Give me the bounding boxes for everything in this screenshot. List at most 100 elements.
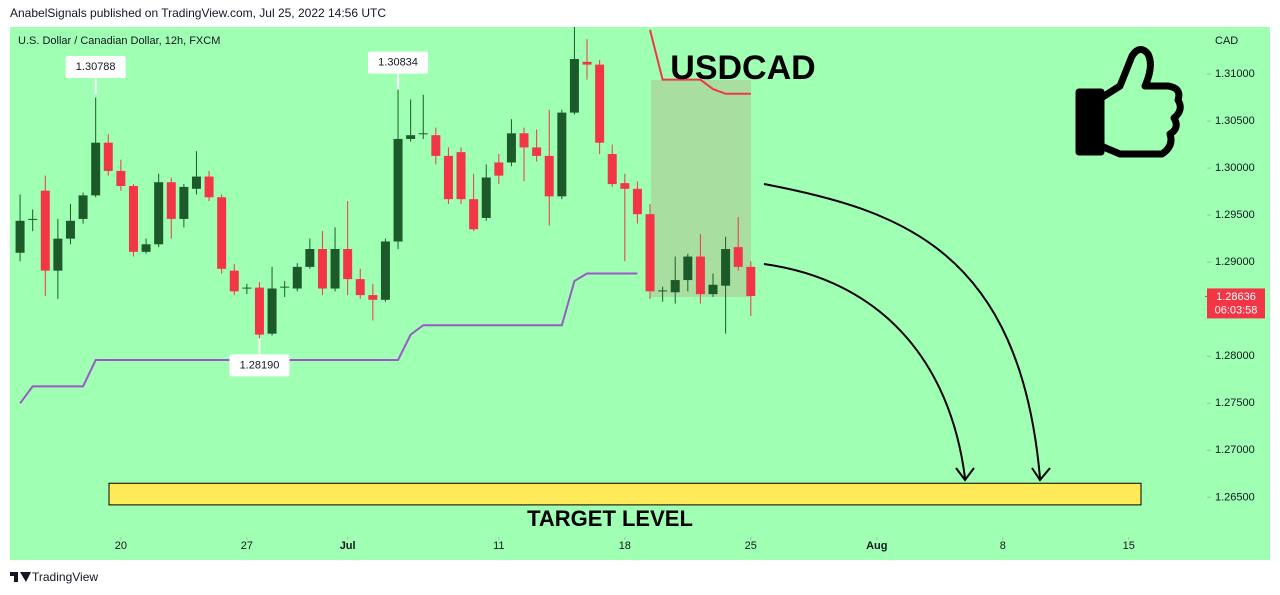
- x-tick-label: 11: [493, 540, 504, 552]
- chart-background: [10, 27, 1270, 560]
- candle-body: [494, 162, 504, 176]
- candle-body: [443, 155, 453, 200]
- y-tick-label: 1.26500: [1215, 491, 1255, 503]
- candle-body: [607, 154, 617, 185]
- candle-body: [254, 287, 264, 335]
- candle-body: [229, 270, 239, 292]
- candle-body: [292, 266, 302, 289]
- thumbs-up-icon: [1075, 46, 1184, 158]
- y-tick-label: 1.27000: [1215, 444, 1255, 456]
- candle-body: [28, 218, 38, 220]
- candle-body: [645, 214, 655, 292]
- candle-body: [317, 249, 327, 289]
- x-tick-label: 15: [1123, 540, 1135, 552]
- candle-body: [632, 188, 642, 215]
- candle-body: [733, 247, 743, 267]
- x-tick-label: 8: [1000, 540, 1006, 552]
- candle-body: [305, 249, 315, 267]
- candle-body: [217, 197, 227, 269]
- candle-body: [242, 287, 252, 289]
- candle-body: [65, 220, 75, 239]
- candle-body: [506, 133, 516, 163]
- candle-body: [393, 138, 403, 242]
- target-label: TARGET LEVEL: [527, 506, 693, 531]
- y-tick-label: 1.31000: [1215, 68, 1255, 80]
- header: AnabelSignals published on TradingView.c…: [10, 6, 386, 20]
- arrow: [763, 263, 966, 479]
- candle-body: [154, 182, 164, 245]
- candle-body: [330, 249, 340, 289]
- candle-body: [91, 142, 101, 196]
- candle-body: [280, 286, 290, 288]
- arrowhead: [1031, 467, 1051, 482]
- x-tick-label: 20: [115, 540, 127, 552]
- candle-body: [40, 190, 50, 271]
- y-tick-label: 1.29000: [1215, 256, 1255, 268]
- tv-logo: [10, 572, 31, 582]
- candle-body: [683, 256, 693, 281]
- candle-body: [128, 185, 138, 252]
- candle-body: [103, 142, 113, 171]
- candle-body: [179, 186, 189, 219]
- candle-body: [456, 152, 466, 200]
- candle-body: [78, 195, 88, 219]
- countdown-label: 06:03:58: [1215, 304, 1258, 316]
- chart-title: U.S. Dollar / Canadian Dollar, 12h, FXCM: [18, 35, 220, 47]
- candle-body: [582, 61, 592, 65]
- candle-body: [481, 177, 491, 218]
- y-tick-label: 1.29500: [1215, 209, 1255, 221]
- last-price-box: [1207, 288, 1265, 319]
- symbol-label: USDCAD: [670, 49, 815, 87]
- candle-body: [595, 64, 605, 143]
- y-tick-label: 1.30500: [1215, 115, 1255, 127]
- candle-body: [204, 176, 214, 198]
- callout-box: [368, 51, 429, 74]
- candle-body: [746, 266, 756, 297]
- y-tick-label: 1.27500: [1215, 397, 1255, 409]
- candle-body: [380, 241, 390, 300]
- x-tick-label: 25: [745, 540, 757, 552]
- supertrend-line: [19, 272, 638, 404]
- candle-body: [544, 155, 554, 197]
- callout-label: 1.30834: [378, 57, 418, 69]
- last-price-label: 1.28636: [1216, 291, 1256, 303]
- candle-body: [53, 238, 63, 271]
- candle-body: [620, 183, 630, 189]
- callout-box: [229, 354, 290, 377]
- candle-body: [532, 147, 542, 156]
- callout-label: 1.30788: [76, 61, 116, 73]
- candle-body: [431, 135, 441, 156]
- callout-label: 1.28190: [240, 359, 280, 371]
- candle-body: [569, 58, 579, 113]
- x-tick-label: 18: [619, 540, 631, 552]
- candle-body: [191, 176, 201, 189]
- candle-body: [418, 133, 428, 135]
- candle-body: [695, 256, 705, 295]
- footer: TradingView: [32, 570, 98, 584]
- arrow: [763, 183, 1041, 479]
- candle-body: [406, 135, 416, 139]
- candle-body: [708, 284, 718, 295]
- candle-body: [116, 170, 126, 186]
- callout-box: [65, 55, 126, 78]
- currency: CAD: [1215, 35, 1238, 47]
- candle-body: [343, 249, 353, 280]
- candle-body: [721, 249, 731, 286]
- arrowhead: [955, 467, 975, 482]
- candle-body: [368, 295, 378, 300]
- candle-body: [557, 112, 567, 197]
- candle-body: [166, 182, 176, 219]
- candle-body: [670, 280, 680, 293]
- candle-body: [15, 220, 25, 253]
- y-tick-label: 1.28000: [1215, 350, 1255, 362]
- supertrend-line: [649, 29, 751, 95]
- candle-body: [267, 288, 277, 334]
- y-tick-label: 1.30000: [1215, 162, 1255, 174]
- x-tick-label: Aug: [866, 540, 887, 552]
- x-tick-label: 27: [241, 540, 253, 552]
- candle-body: [469, 199, 479, 230]
- target-zone: [108, 482, 1142, 506]
- candle-body: [519, 133, 529, 148]
- x-tick-label: Jul: [340, 540, 356, 552]
